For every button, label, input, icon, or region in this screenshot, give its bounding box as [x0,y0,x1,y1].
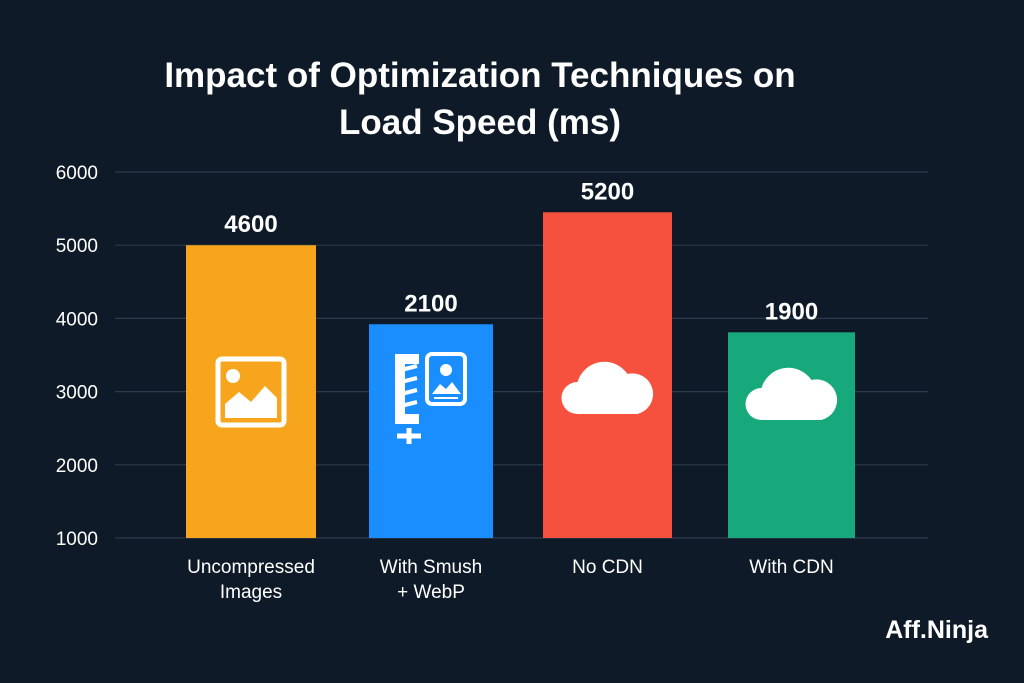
data-label: 4600 [224,211,277,238]
cloud-icon [745,367,838,420]
y-tick-label: 3000 [56,383,98,404]
y-tick-label: 1000 [56,529,98,550]
y-tick-label: 5000 [56,236,98,257]
x-tick-label: No CDN [572,557,643,578]
chart-title: Impact of Optimization Techniques on Loa… [80,52,880,146]
title-line-2: Load Speed (ms) [339,103,621,142]
brand-logo: Aff.Ninja [885,616,988,644]
cloud-icon [561,361,654,414]
x-tick-label: Images [220,582,282,603]
bar-0 [186,245,316,538]
image-icon [215,356,287,428]
y-tick-label: 6000 [56,163,98,184]
x-tick-label: Uncompressed [187,557,315,578]
x-tick-label: With Smush [380,557,482,578]
bar-3 [728,332,855,538]
x-tick-label: + WebP [397,582,465,603]
title-line-1: Impact of Optimization Techniques on [164,56,796,95]
data-label: 5200 [581,178,634,205]
bar-1 [369,324,493,538]
x-tick-label: With CDN [749,557,833,578]
data-label: 2100 [404,290,457,317]
y-tick-label: 4000 [56,309,98,330]
data-label: 1900 [765,298,818,325]
y-tick-label: 2000 [56,456,98,477]
compress-image-icon [395,352,467,444]
